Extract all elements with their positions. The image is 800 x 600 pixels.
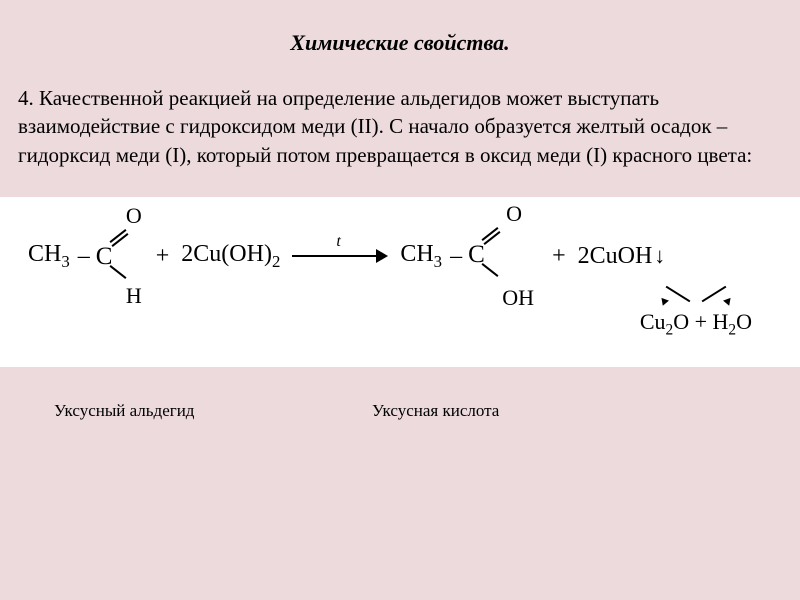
- reagent1-carbonyl: C O H: [94, 221, 134, 291]
- bond-dash-2: –: [450, 243, 462, 270]
- cu2o-b: O: [673, 309, 689, 334]
- p1-ch3-text: CH: [400, 241, 433, 267]
- plus-2: +: [552, 243, 566, 270]
- reagent1-ch3: CH3: [28, 241, 70, 272]
- cu-formula: Cu(OH): [193, 241, 272, 267]
- reaction-arrow: t: [292, 241, 392, 271]
- single-bond: [109, 265, 126, 279]
- p2-formula: CuOH: [590, 243, 653, 269]
- product1-ch3: CH3: [400, 241, 442, 272]
- decomposition-block: Cu2O + H2O: [640, 283, 752, 339]
- p1-single: [482, 263, 499, 277]
- side-plus: +: [695, 309, 707, 334]
- product2-cuoh: 2CuOH↓: [578, 243, 666, 270]
- body-paragraph: 4. Качественной реакцией на определение …: [0, 84, 800, 169]
- caption-acid: Уксусная кислота: [372, 401, 499, 421]
- r1-h: H: [126, 283, 142, 309]
- precipitate-arrow-icon: ↓: [654, 243, 665, 268]
- split-right-head-icon: [723, 298, 733, 307]
- h2o-sub: 2: [728, 321, 736, 338]
- section-title: Химические свойства.: [0, 0, 800, 84]
- r1-o: O: [126, 203, 142, 229]
- p1-oh: OH: [502, 285, 534, 311]
- equation-panel: CH3 – C O H + 2Cu(OH)2 t CH3 – C O OH: [0, 197, 800, 367]
- ch3-text: CH: [28, 241, 61, 267]
- p1-ch3-sub: 3: [434, 251, 442, 270]
- equation-row: CH3 – C O H + 2Cu(OH)2 t CH3 – C O OH: [0, 219, 800, 293]
- arrow-head-icon: [376, 249, 388, 263]
- split-arrows: [648, 285, 744, 309]
- h2o-b: O: [736, 309, 752, 334]
- caption-aldehyde: Уксусный альдегид: [54, 401, 194, 421]
- h2o-a: H: [713, 309, 729, 334]
- cu-coeff: 2: [181, 241, 193, 267]
- cu-sub: 2: [272, 251, 280, 270]
- plus-1: +: [156, 243, 170, 270]
- split-left-head-icon: [659, 298, 669, 307]
- product1-carboxyl: C O OH: [466, 219, 512, 293]
- cu2o-a: Cu: [640, 309, 666, 334]
- arrow-label: t: [336, 233, 340, 251]
- arrow-line: [292, 255, 382, 257]
- cuoh2: 2Cu(OH)2: [181, 241, 280, 272]
- p1-o: O: [506, 201, 522, 227]
- decomp-products: Cu2O + H2O: [640, 309, 752, 339]
- p2-coeff: 2: [578, 243, 590, 269]
- ch3-sub: 3: [61, 251, 69, 270]
- bond-dash: –: [78, 243, 90, 270]
